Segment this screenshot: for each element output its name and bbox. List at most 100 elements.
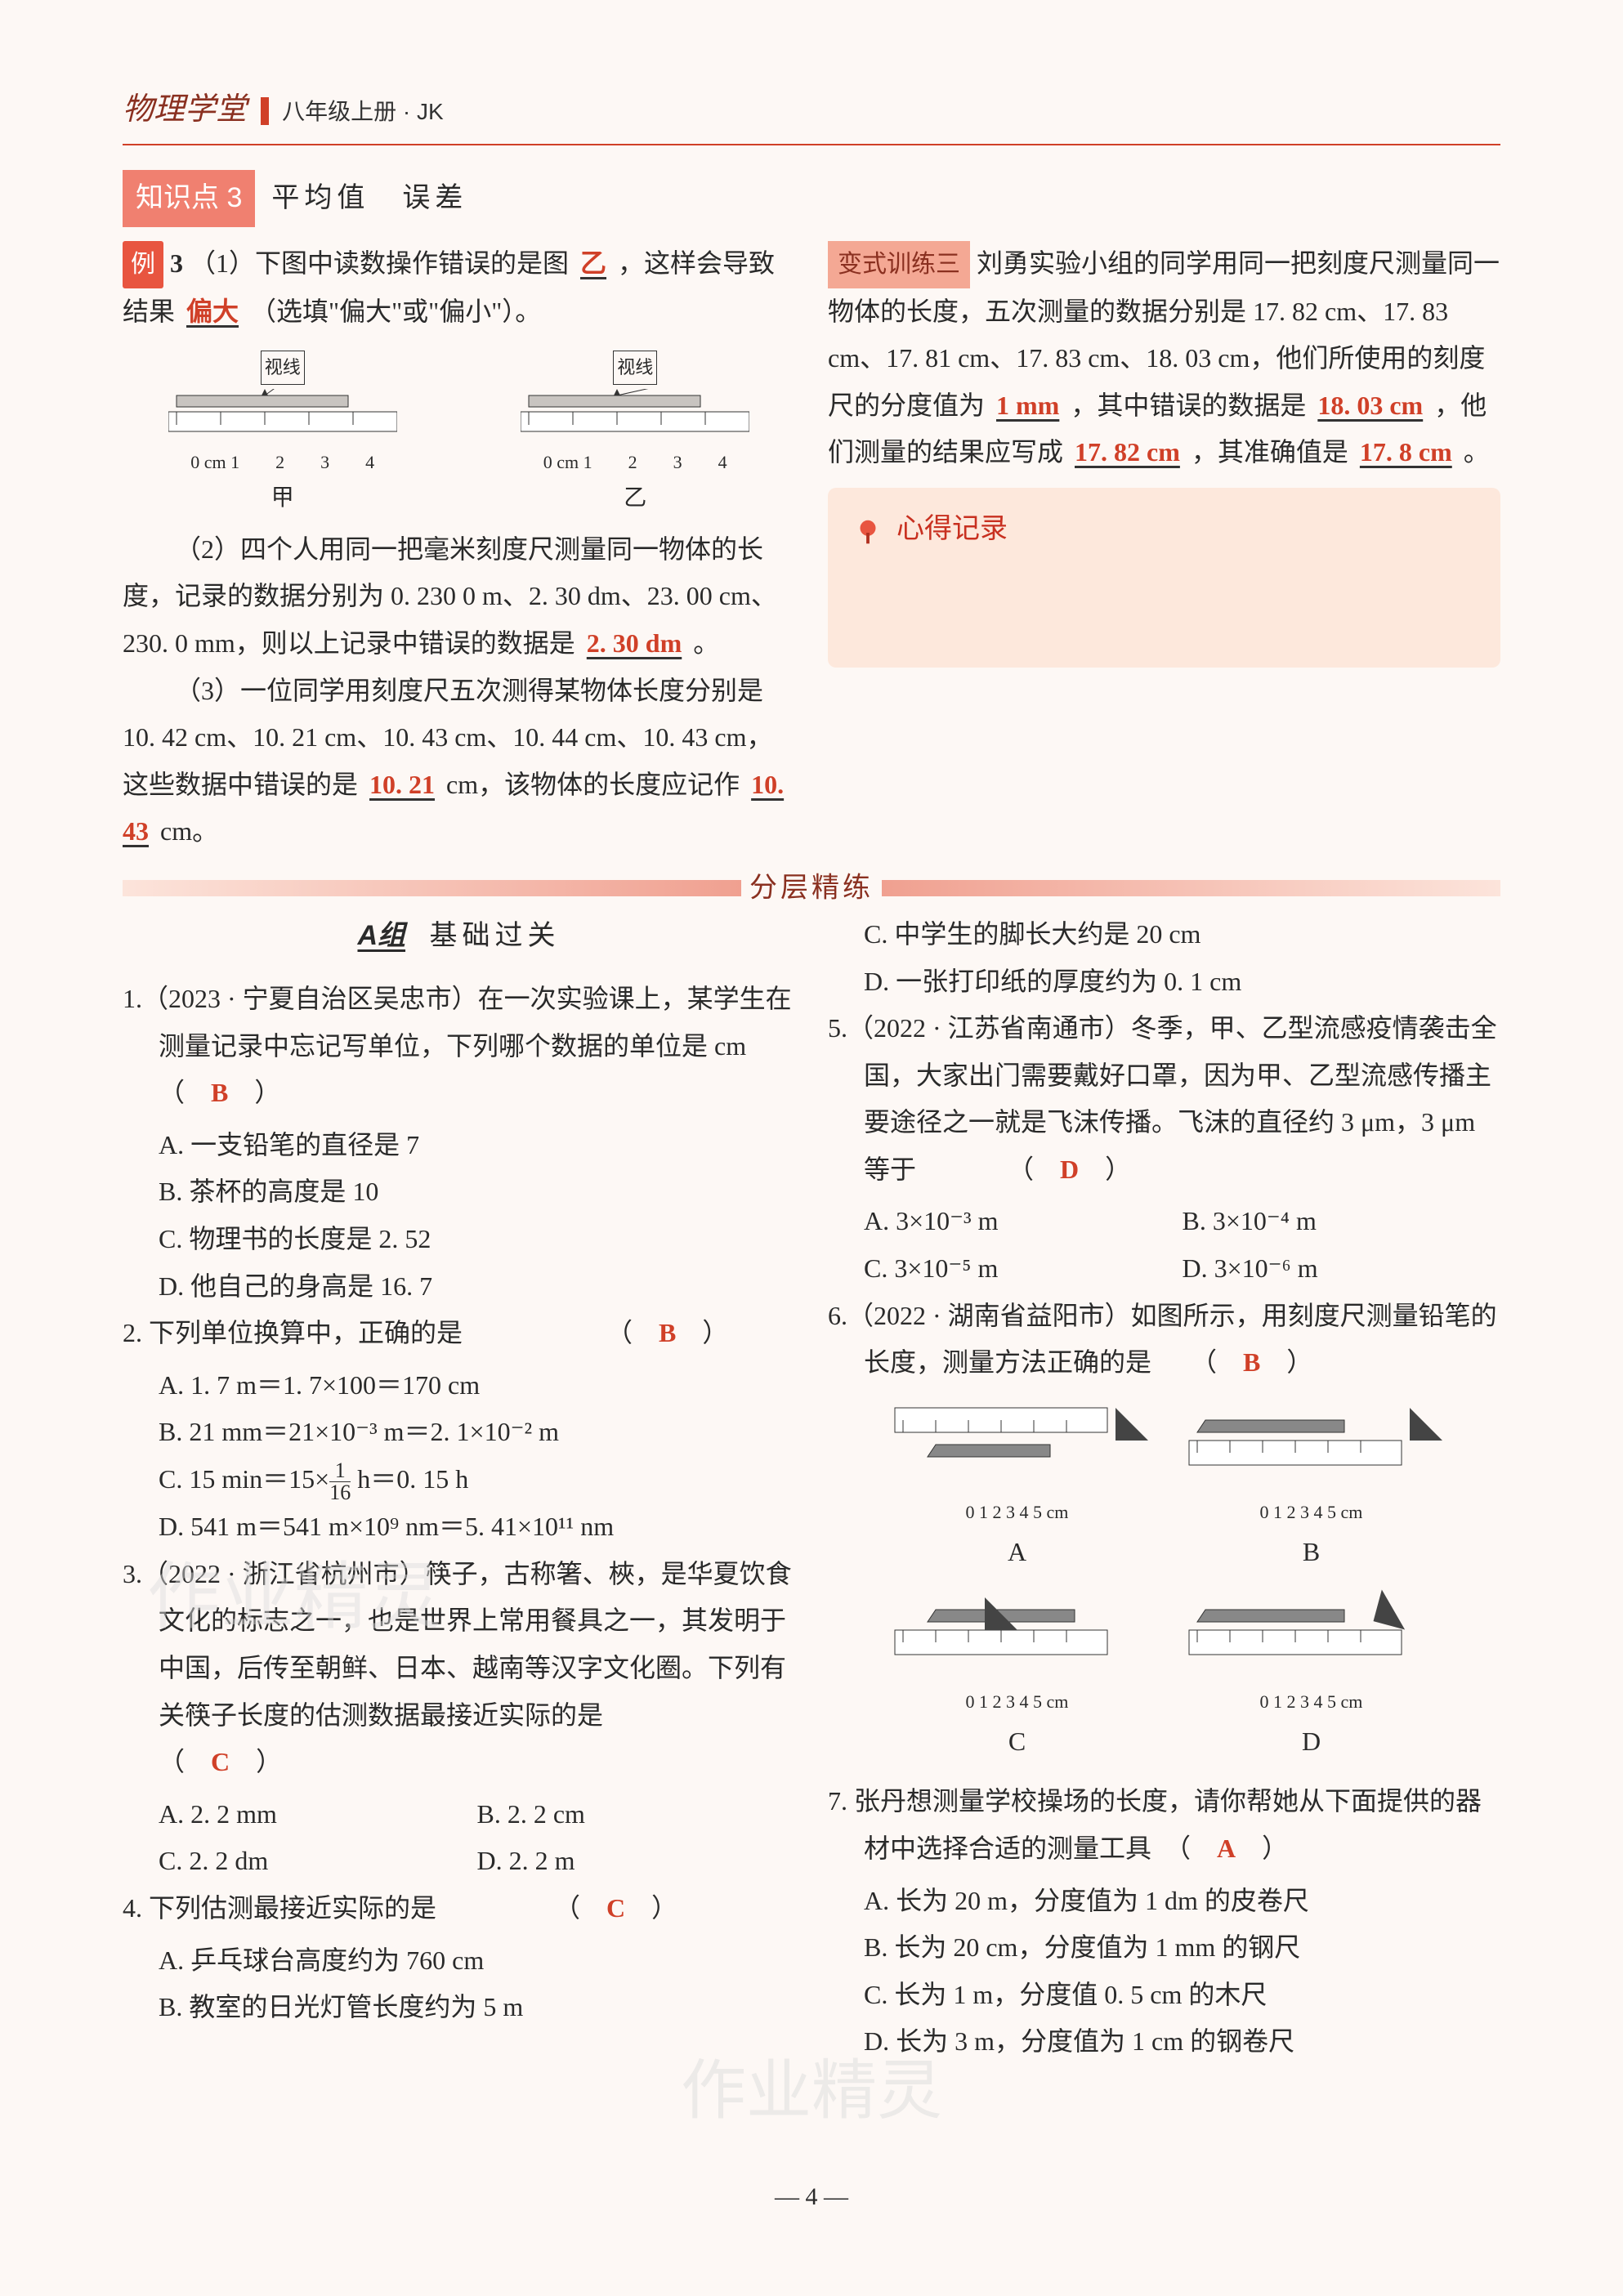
example-p2-ans: 2. 30 dm [582,628,686,658]
q7-c: C. 长为 1 m，分度值 0. 5 cm 的木尺 [828,1972,1500,2019]
q2-d: D. 541 m＝541 m×10⁹ nm＝5. 41×10¹¹ nm [123,1503,795,1551]
knowledge-point-title: 平均值 误差 [271,182,467,213]
q2-a: A. 1. 7 m＝1. 7×100＝170 cm [123,1362,795,1409]
q5-c: C. 3×10⁻⁵ m [864,1245,1183,1293]
q4-c: C. 中学生的脚长大约是 20 cm [828,911,1500,958]
ruler-left-box: 视线 0 cm 1 2 3 4 甲 [168,342,397,520]
book-title: 物理学堂 [123,92,247,127]
ruler-right-sight-label: 视线 [613,351,657,385]
q2-c-den: 16 [329,1482,351,1503]
q7-b: B. 长为 20 cm，分度值为 1 mm 的钢尺 [828,1924,1500,1972]
q3-b: B. 2. 2 cm [477,1791,796,1838]
q2-c-post: h＝0. 15 h [351,1464,468,1494]
q2-stem: 2. 下列单位换算中，正确的是 [123,1318,463,1347]
ruler-right-name: 乙 [521,478,749,519]
q2-c-num: 1 [329,1460,351,1482]
ruler-right-svg [521,389,749,446]
q1-a: A. 一支铅笔的直径是 7 [123,1122,795,1169]
exercise-right-column: C. 中学生的脚长大约是 20 cm D. 一张打印纸的厚度约为 0. 1 cm… [828,911,1500,2066]
group-a-sub: 基础过关 [430,920,561,951]
variant-column: 变式训练三 刘勇实验小组的同学用同一把刻度尺测量同一物体的长度，五次测量的数据分… [828,240,1500,855]
q6-fig-c-svg [887,1589,1148,1671]
group-a-header: A组 基础过关 [123,911,795,961]
q3-stem: 3.（2022 · 浙江省杭州市）筷子，古称箸、梜，是华夏饮食文化的标志之一，也… [123,1559,792,1730]
example-column: 例 3 （1）下图中读数操作错误的是图 乙 ，这样会导致结果 偏大 （选填"偏大… [123,240,795,855]
q6-fig-b-label: B [1181,1529,1442,1576]
variant-ans4: 17. 8 cm [1355,437,1457,467]
q6-figures-row1: 0 1 2 3 4 5 cm A 0 1 2 3 4 5 cm B [828,1400,1500,1576]
q5-d: D. 3×10⁻⁶ m [1183,1245,1501,1293]
q1-d: D. 他自己的身高是 16. 7 [123,1263,795,1311]
q6-figures-row2: 0 1 2 3 4 5 cm C 0 1 2 3 4 5 cm D [828,1589,1500,1766]
q3-ans: C [211,1747,230,1776]
variant-tag: 变式训练三 [828,241,970,288]
title-divider-bar [261,97,269,125]
ruler-left-svg [168,389,397,446]
q6-fig-a-ticks: 0 1 2 3 4 5 cm [887,1496,1148,1529]
example-p1-pre: （1）下图中读数操作错误的是图 [190,248,569,278]
q7-ans: A [1217,1834,1236,1863]
ruler-right-ticks: 0 cm 1 2 3 4 [521,446,749,479]
notes-title: 心得记录 [896,514,1008,544]
ruler-left-sight-label: 视线 [261,351,305,385]
q6-stem: 6.（2022 · 湖南省益阳市）如图所示，用刻度尺测量铅笔的长度，测量方法正确… [828,1301,1497,1378]
q1-stem: 1.（2023 · 宁夏自治区吴忠市）在一次实验课上，某学生在测量记录中忘记写单… [123,984,792,1061]
q2-b: B. 21 mm＝21×10⁻³ m＝2. 1×10⁻² m [123,1409,795,1456]
notes-box: 心得记录 [828,488,1500,668]
q2-ans: B [659,1318,676,1347]
q3-d: D. 2. 2 m [477,1838,796,1885]
q6-fig-b-svg [1181,1400,1442,1481]
q4-b: B. 教室的日光灯管长度约为 5 m [123,1984,795,2031]
ruler-left-ticks: 0 cm 1 2 3 4 [168,446,397,479]
q1-ans: B [211,1078,228,1107]
pushpin-icon [852,516,883,547]
variant-mid3: ，其准确值是 [1192,437,1348,467]
divider-label: 分层精练 [741,863,882,913]
q5-ans: D [1060,1155,1079,1184]
q4-d: D. 一张打印纸的厚度约为 0. 1 cm [828,958,1500,1006]
q5-stem: 5.（2022 · 江苏省南通市）冬季，甲、乙型流感疫情袭击全国，大家出门需要戴… [828,1013,1497,1184]
exercise-left-column: A组 基础过关 1.（2023 · 宁夏自治区吴忠市）在一次实验课上，某学生在测… [123,911,795,2066]
variant-ans3: 17. 82 cm [1070,437,1185,467]
q6-fig-d-ticks: 0 1 2 3 4 5 cm [1181,1686,1442,1718]
q1-b: B. 茶杯的高度是 10 [123,1168,795,1216]
example-number: 3 [170,248,183,278]
q7-a: A. 长为 20 m，分度值为 1 dm 的皮卷尺 [828,1878,1500,1925]
q6-fig-a-label: A [887,1529,1148,1576]
watermark-2: 作业精灵 [123,2033,1500,2151]
section-divider: 分层精练 [123,880,1500,896]
q3-c: C. 2. 2 dm [159,1838,477,1885]
q6-fig-a-svg [887,1400,1148,1481]
ruler-figure: 视线 0 cm 1 2 3 4 甲 视线 [123,342,795,520]
ruler-right-box: 视线 0 cm 1 2 3 4 乙 [521,342,749,520]
q4-stem: 4. 下列估测最接近实际的是 [123,1893,436,1923]
q6-fig-d-svg [1181,1589,1442,1671]
q2-c: C. 15 min＝15×116 h＝0. 15 h [123,1456,795,1503]
example-p1-ans1: 乙 [575,248,611,278]
variant-ans1: 1 mm [991,391,1064,420]
knowledge-point-number: 知识点 3 [123,170,255,226]
page-header: 物理学堂 八年级上册 · JK [123,82,1500,145]
q6-ans: B [1243,1347,1260,1377]
q6-fig-d-label: D [1181,1718,1442,1766]
q6-fig-b-ticks: 0 1 2 3 4 5 cm [1181,1496,1442,1529]
q5-b: B. 3×10⁻⁴ m [1183,1198,1501,1245]
example-p3-post: cm。 [160,816,218,846]
q5-a: A. 3×10⁻³ m [864,1198,1183,1245]
page-number: — 4 — [123,2175,1500,2219]
q3-a: A. 2. 2 mm [159,1791,477,1838]
example-p1-post: （选填"偏大"或"偏小"）。 [250,297,541,326]
example-p1-ans2: 偏大 [181,297,244,326]
q4-a: A. 乒乓球台高度约为 760 cm [123,1937,795,1985]
q6-fig-c-ticks: 0 1 2 3 4 5 cm [887,1686,1148,1718]
variant-ans2: 18. 03 cm [1312,391,1428,420]
q2-c-pre: C. 15 min＝15× [159,1464,329,1494]
q1-c: C. 物理书的长度是 2. 52 [123,1216,795,1263]
example-p3-mid: cm，该物体的长度应记作 [446,770,740,799]
q4-ans: C [606,1893,625,1923]
q7-stem: 7. 张丹想测量学校操场的长度，请你帮她从下面提供的器材中选择合适的测量工具 [828,1786,1482,1863]
variant-mid1: ，其中错误的数据是 [1071,391,1306,420]
ruler-left-name: 甲 [168,478,397,519]
variant-post: 。 [1464,437,1490,467]
example-p2-post: 。 [693,628,719,658]
